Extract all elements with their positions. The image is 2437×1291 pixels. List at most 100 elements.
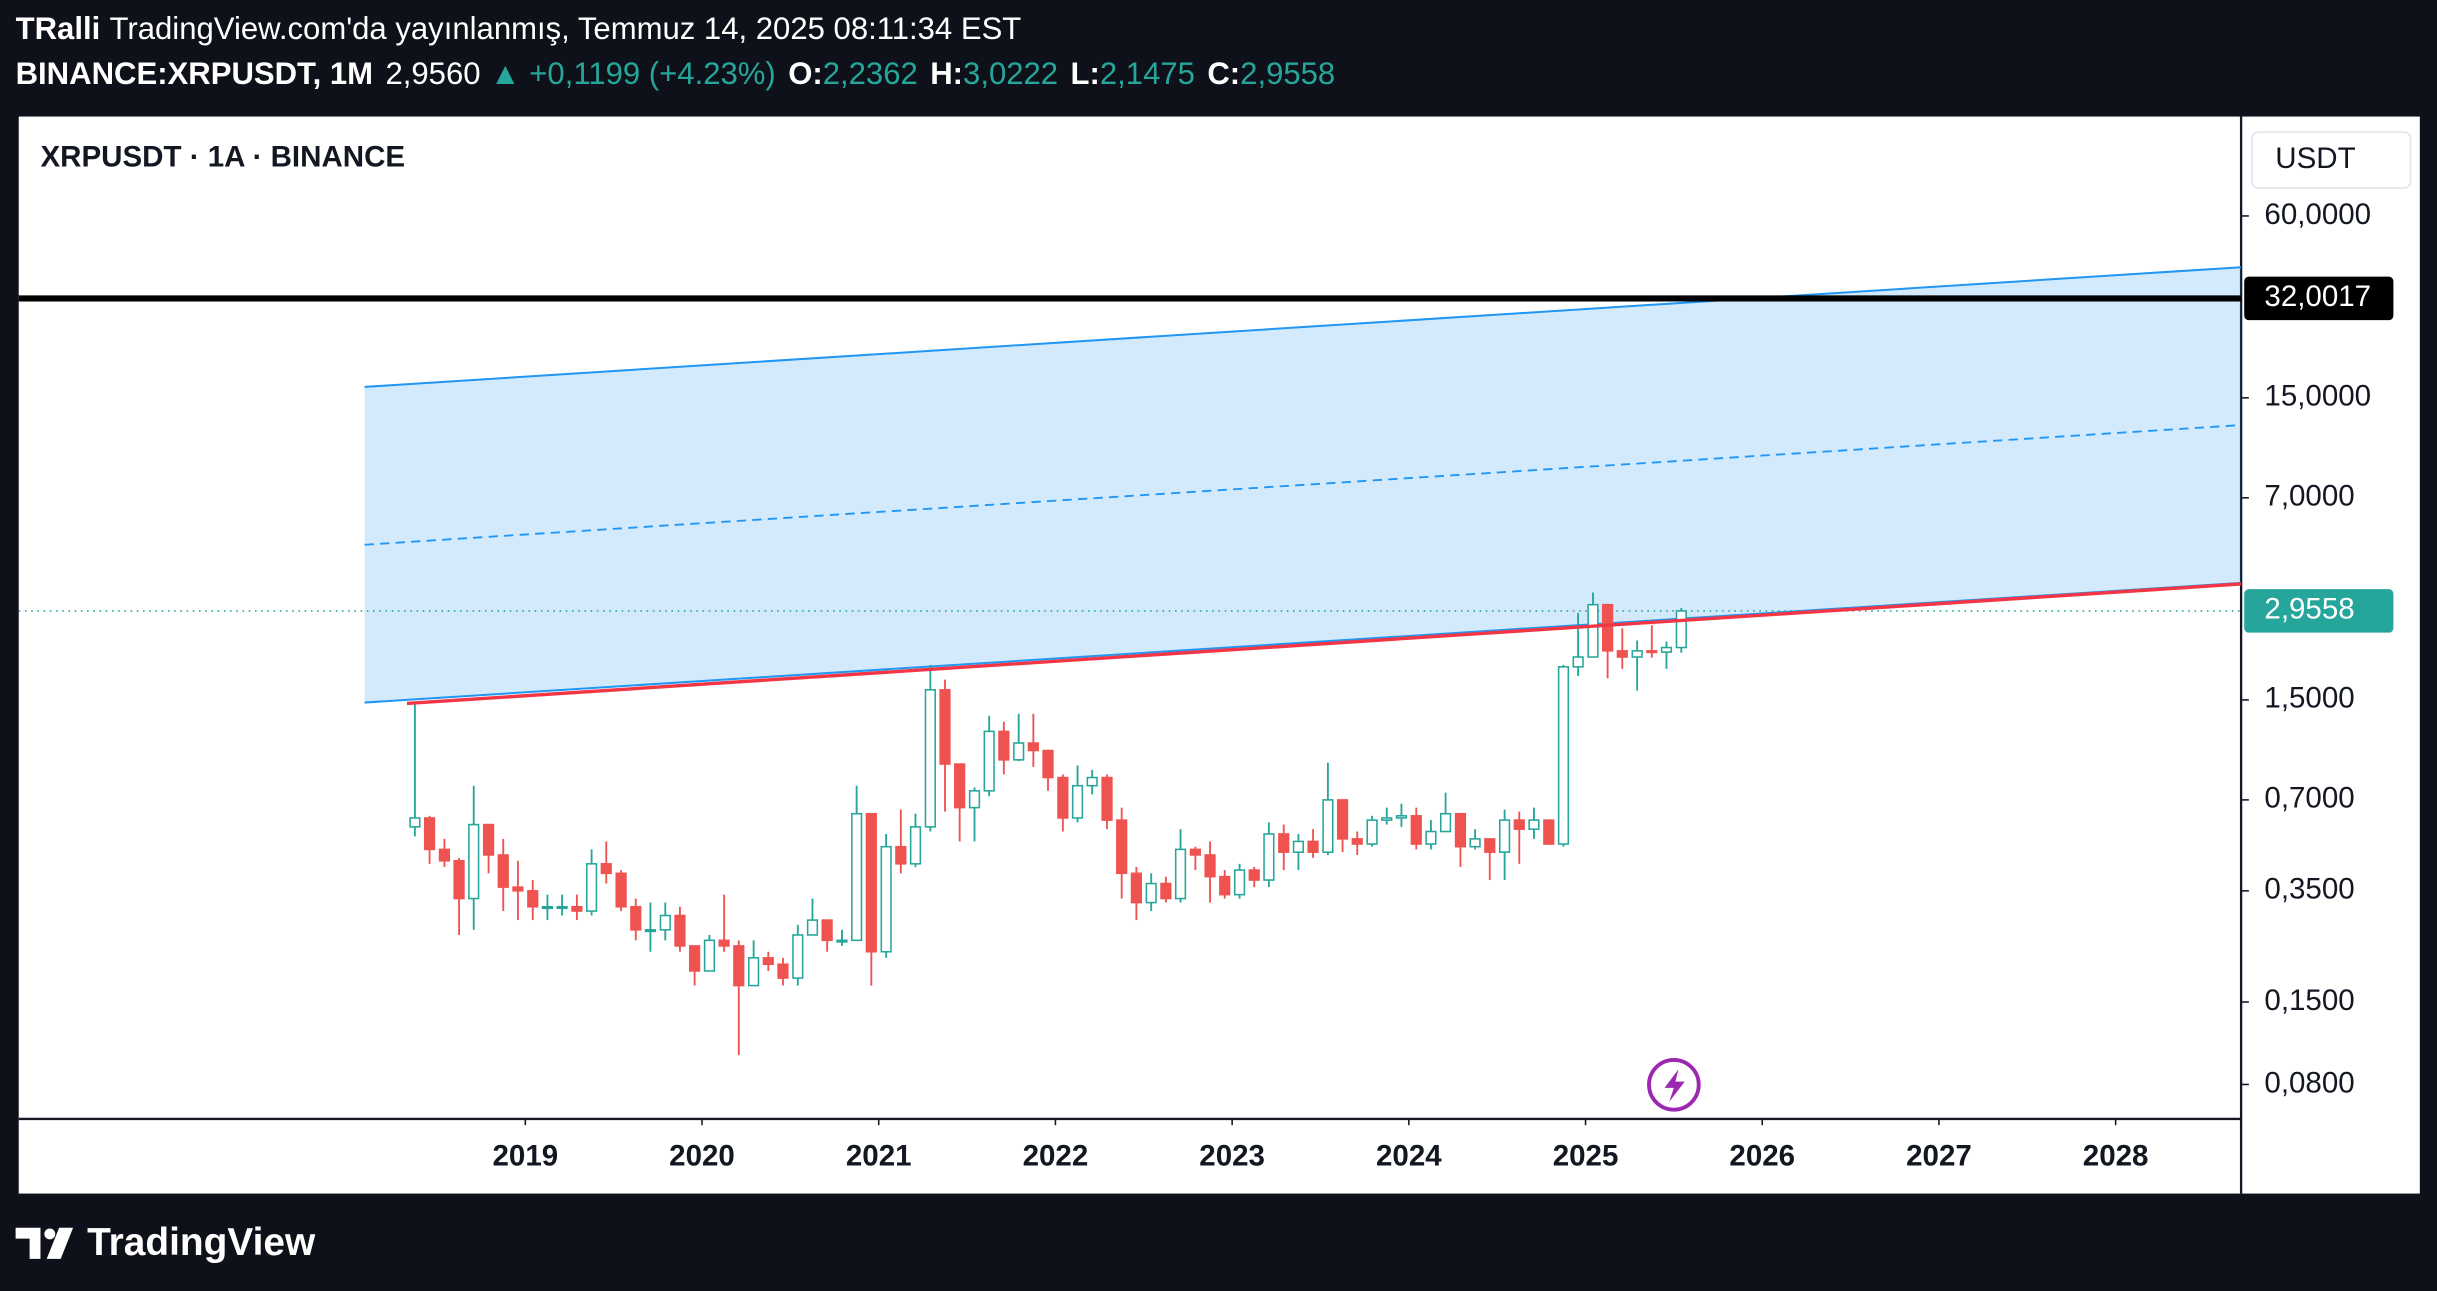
candle-body (409, 817, 421, 828)
candle-body (1660, 646, 1673, 653)
candle-body (1410, 815, 1422, 845)
candle-body (1101, 776, 1113, 821)
candle-body (1189, 848, 1202, 856)
x-tick-label: 2026 (1729, 1140, 1795, 1173)
candle-body (821, 919, 833, 942)
candle-body (1219, 875, 1231, 896)
candle-body (1381, 817, 1393, 821)
candle-body (1145, 882, 1157, 904)
candle-body (600, 863, 612, 875)
y-tick-label: 7,0000 (2264, 480, 2354, 513)
candle-body (1469, 838, 1481, 848)
logo-dot (44, 1228, 56, 1240)
x-tick-label: 2023 (1199, 1140, 1265, 1173)
last-price-label-box (2244, 589, 2394, 633)
candle-body (851, 812, 863, 942)
ohlc-label: L: (1071, 56, 1100, 91)
candle-body (1439, 812, 1452, 833)
candle-body (836, 939, 848, 943)
candle-body (865, 812, 877, 953)
candle-body (1057, 776, 1069, 819)
candle-body (718, 939, 730, 947)
ohlc-value: 2,1475 (1100, 56, 1195, 91)
candle-body (1027, 742, 1039, 752)
logo: TradingView (15, 1221, 316, 1264)
candle-body (792, 934, 804, 979)
ohlc-label: C: (1207, 56, 1240, 91)
chart-title: XRPUSDT · 1A · BINANCE (40, 140, 405, 173)
candle-body (659, 914, 671, 931)
brand: TradingView (87, 1221, 316, 1264)
header-line-2: BINANCE:XRPUSDT, 1M 2,9560 ▲ +0,1199 (+4.2… (16, 56, 1336, 91)
candle-body (1513, 819, 1525, 830)
candle-body (1572, 656, 1584, 668)
candle-body (733, 945, 745, 987)
logo-mark (15, 1227, 41, 1259)
x-tick-label: 2025 (1553, 1140, 1619, 1173)
candle-body (1395, 815, 1408, 819)
candle-body (644, 929, 657, 933)
ohlc-value: 3,0222 (963, 56, 1058, 91)
y-tick-label: 0,0800 (2264, 1066, 2354, 1099)
candle-body (1498, 819, 1511, 853)
candle-body (615, 872, 627, 908)
candle-body (1336, 799, 1349, 840)
candle-body (939, 689, 951, 765)
x-tick-label: 2021 (846, 1140, 912, 1173)
candle-body (438, 848, 451, 862)
candle-body (1292, 840, 1305, 853)
candle-body (1543, 819, 1555, 845)
candle-body (924, 689, 936, 828)
candle-body (1528, 819, 1540, 830)
x-tick-label: 2024 (1376, 1140, 1442, 1173)
candle-body (1557, 666, 1570, 845)
published: TradingView.com'da yayınlanmış, Temmuz 1… (110, 11, 1022, 46)
candle-body (983, 730, 995, 792)
y-tick-label: 60,0000 (2264, 198, 2371, 231)
x-tick-label: 2022 (1023, 1140, 1089, 1173)
y-tick-label: 1,5000 (2264, 682, 2354, 715)
candle-body (1042, 749, 1054, 779)
candle-body (1675, 610, 1687, 649)
last: 2,9560 (385, 56, 480, 91)
currency-box[interactable] (2251, 131, 2412, 189)
logo-slash (46, 1227, 74, 1259)
currency: USDT (2275, 142, 2355, 175)
candle-body (1602, 603, 1614, 652)
candle-body (468, 823, 480, 900)
candle-body (1160, 882, 1172, 900)
candle-body (482, 823, 495, 856)
x-tick-label: 2019 (492, 1140, 558, 1173)
candle-body (1646, 650, 1658, 654)
channel-middle (364, 424, 2242, 546)
candle-body (762, 957, 774, 966)
alert-icon[interactable] (1647, 1057, 1701, 1112)
candle-body (880, 845, 892, 953)
candle-body (585, 863, 598, 912)
candle-body (541, 905, 554, 910)
candle-body (748, 957, 760, 987)
candle-body (954, 763, 966, 809)
candle-body (1351, 838, 1363, 845)
candle-body (630, 905, 642, 931)
y-tick-label: 15,0000 (2264, 380, 2371, 413)
candle-body (512, 886, 524, 892)
candle-body (777, 963, 789, 979)
candle-body (1631, 650, 1643, 658)
x-tick-label: 2020 (669, 1140, 735, 1173)
header-line-1: TRalli TradingView.com'da yayınlanmış, Te… (16, 11, 1022, 46)
channel-upper (364, 266, 2242, 388)
candle-body (1616, 650, 1628, 658)
ohlc-value: 2,2362 (823, 56, 918, 91)
alert-bolt (1664, 1069, 1685, 1102)
y-tick-label: 0,3500 (2264, 873, 2354, 906)
candle-body (703, 939, 716, 972)
change: ▲ +0,1199 (+4.23%) (490, 56, 776, 91)
ohlc-value: 2,9558 (1240, 56, 1335, 91)
candle-body (688, 945, 701, 972)
candle-body (909, 826, 922, 865)
candle-body (1174, 848, 1187, 900)
candle-body (1484, 838, 1496, 853)
candle-body (1130, 872, 1142, 904)
